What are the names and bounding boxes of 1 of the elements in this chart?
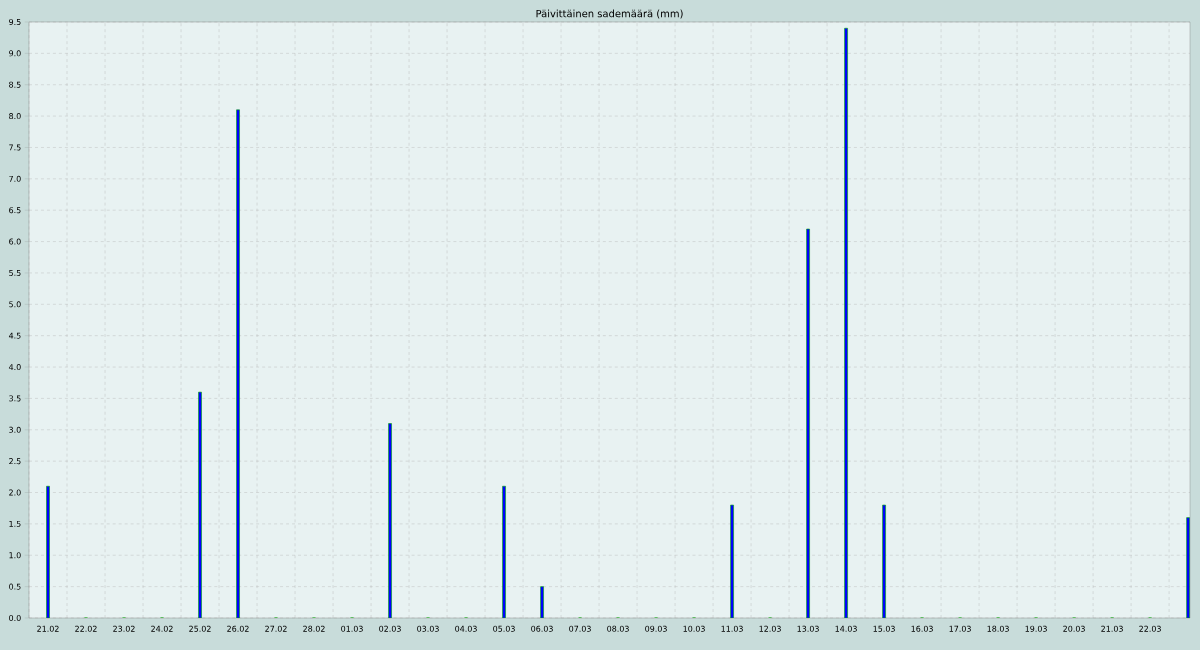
chart-title: Päivittäinen sademäärä (mm)	[536, 9, 683, 19]
